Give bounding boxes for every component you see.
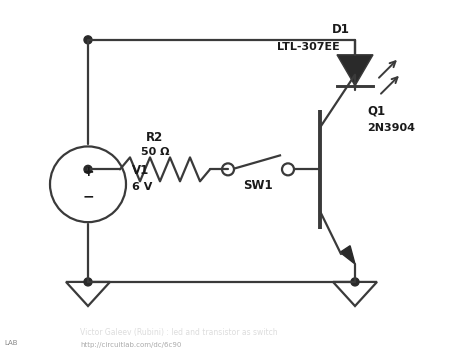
Text: V1: V1 — [132, 164, 149, 178]
Text: 50 Ω: 50 Ω — [141, 147, 169, 157]
Text: Victor Galeev (Rubini) : led and transistor as switch: Victor Galeev (Rubini) : led and transis… — [80, 328, 278, 337]
Text: D1: D1 — [332, 23, 350, 36]
Circle shape — [84, 36, 92, 44]
Text: +: + — [82, 165, 94, 179]
Circle shape — [351, 278, 359, 286]
Text: CIRCUIT: CIRCUIT — [4, 328, 38, 337]
Polygon shape — [340, 246, 355, 264]
Text: SW1: SW1 — [243, 179, 273, 192]
Text: http://circuitlab.com/dc/6c90: http://circuitlab.com/dc/6c90 — [80, 342, 182, 348]
Polygon shape — [337, 55, 373, 86]
Circle shape — [84, 165, 92, 173]
Text: R2: R2 — [146, 131, 164, 144]
Text: 2N3904: 2N3904 — [367, 124, 415, 133]
Circle shape — [84, 278, 92, 286]
Text: LAB: LAB — [4, 340, 18, 346]
Text: 6 V: 6 V — [132, 182, 152, 192]
Text: −: − — [82, 189, 94, 203]
Text: Q1: Q1 — [367, 105, 385, 118]
Text: LTL-307EE: LTL-307EE — [277, 42, 340, 52]
